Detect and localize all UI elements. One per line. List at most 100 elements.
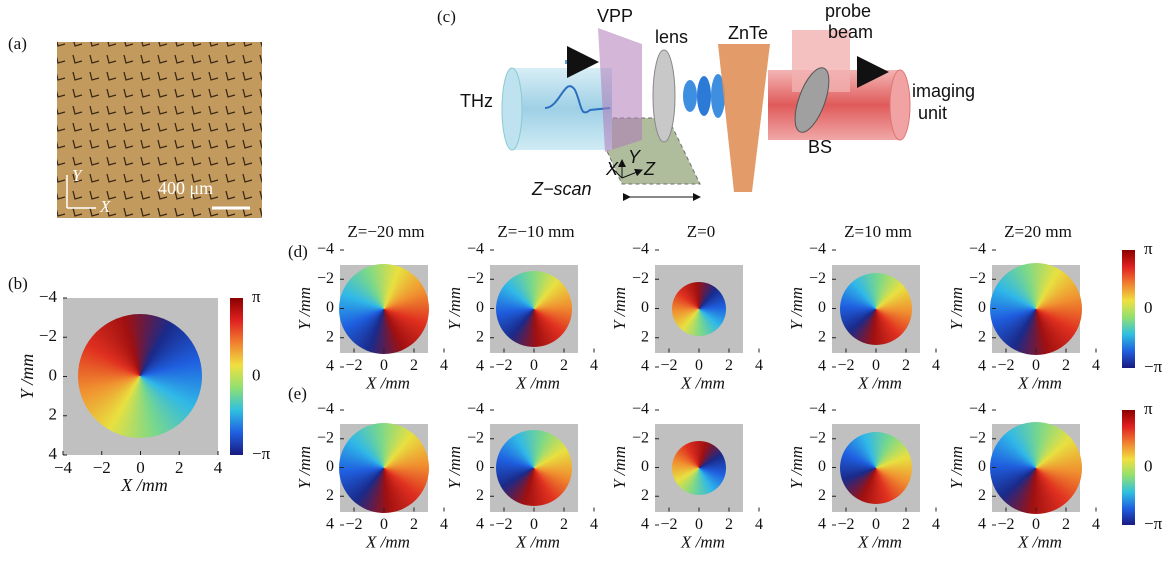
y-tick-label: 0	[978, 458, 986, 475]
diagram-label: lens	[655, 27, 688, 47]
x-tick-label: 4	[1092, 516, 1100, 533]
x-tick-label: 4	[440, 357, 448, 374]
y-tick-label: 4	[978, 516, 986, 533]
x-tick-label: 2	[902, 357, 910, 374]
x-tick-label: 0	[695, 516, 703, 533]
diagram-label: probe	[825, 1, 871, 21]
y-tick-label: 0	[818, 299, 826, 316]
diagram-label: BS	[808, 137, 832, 157]
annotations: (a) Y X 400 μm (b) (d) (e) (c) THz VPP l…	[0, 0, 1172, 567]
map-title: Z=0	[687, 222, 715, 241]
y-tick-label: −4	[809, 241, 826, 258]
y-tick-label: −4	[317, 401, 334, 418]
y-tick-label: 4	[978, 358, 986, 375]
x-tick-label: −2	[495, 516, 512, 533]
y-tick-label: −2	[632, 429, 649, 446]
y-tick-label: 2	[641, 328, 649, 345]
x-axis-label: X /mm	[857, 532, 902, 551]
x-tick-label: 2	[410, 516, 418, 533]
x-tick-label: −2	[345, 357, 362, 374]
y-axis-label: Y /mm	[295, 446, 314, 489]
x-tick-label: −2	[837, 516, 854, 533]
y-tick-label: −2	[467, 429, 484, 446]
y-tick-label: −4	[969, 401, 986, 418]
colorbar-label: π	[252, 287, 261, 306]
x-axis-label: X /mm	[1017, 532, 1062, 551]
y-axis-label: Y /mm	[787, 446, 806, 489]
y-tick-label: −4	[467, 401, 484, 418]
y-tick-label: −2	[317, 429, 334, 446]
y-axis-label: Y /mm	[610, 446, 629, 489]
panel-label: (c)	[437, 7, 456, 26]
y-tick-label: 4	[818, 516, 826, 533]
x-tick-label: 2	[1062, 357, 1070, 374]
y-tick-label: −4	[632, 401, 649, 418]
map-title: Z=20 mm	[1004, 222, 1072, 241]
diagram-label: Z	[643, 159, 656, 179]
x-tick-label: 0	[380, 357, 388, 374]
x-tick-label: 0	[136, 458, 145, 477]
axis-label: X	[99, 197, 111, 216]
x-tick-label: 4	[932, 357, 940, 374]
x-axis-label: X /mm	[120, 475, 168, 495]
y-tick-label: 0	[326, 458, 334, 475]
map-title: Z=−20 mm	[347, 222, 424, 241]
diagram-label: ZnTe	[728, 23, 768, 43]
x-tick-label: −2	[495, 357, 512, 374]
y-tick-label: 4	[476, 358, 484, 375]
y-axis-label: Y /mm	[947, 446, 966, 489]
setup-diagram	[502, 28, 910, 197]
colorbar-label: π	[1144, 399, 1153, 418]
x-tick-label: −2	[345, 516, 362, 533]
x-tick-label: −2	[93, 458, 111, 477]
axis-label: Y	[72, 166, 83, 185]
x-tick-label: −2	[660, 516, 677, 533]
x-axis-label: X /mm	[680, 373, 725, 392]
y-tick-label: 2	[326, 328, 334, 345]
diagram-label: beam	[828, 22, 873, 42]
diagram-label: X	[605, 159, 619, 179]
x-tick-label: 2	[560, 357, 568, 374]
y-tick-label: 0	[476, 299, 484, 316]
x-tick-label: 4	[214, 458, 223, 477]
y-tick-label: 2	[978, 328, 986, 345]
y-tick-label: 2	[818, 487, 826, 504]
y-axis-label: Y /mm	[610, 287, 629, 330]
x-tick-label: 0	[872, 357, 880, 374]
diagram-label: unit	[918, 103, 947, 123]
x-tick-label: 2	[1062, 516, 1070, 533]
y-tick-label: 0	[641, 458, 649, 475]
colorbar-label: π	[1144, 239, 1153, 258]
colorbar-label: 0	[252, 365, 261, 384]
y-tick-label: −2	[317, 270, 334, 287]
diagram-label: THz	[460, 91, 493, 111]
y-tick-label: 0	[641, 299, 649, 316]
x-axis-label: X /mm	[365, 532, 410, 551]
map-title: Z=10 mm	[844, 222, 912, 241]
y-tick-label: 2	[476, 487, 484, 504]
colorbar-label: −π	[1144, 357, 1163, 376]
y-axis-label: Y /mm	[445, 446, 464, 489]
x-tick-label: 0	[695, 357, 703, 374]
x-tick-label: 4	[590, 516, 598, 533]
diagram-label: imaging	[912, 81, 975, 101]
y-tick-label: 4	[818, 358, 826, 375]
y-tick-label: −4	[317, 241, 334, 258]
y-tick-label: 4	[326, 358, 334, 375]
colorbar-label: 0	[1144, 456, 1153, 475]
panel-label: (b)	[8, 274, 28, 293]
x-tick-label: 0	[530, 516, 538, 533]
y-tick-label: 2	[818, 328, 826, 345]
panel-label: (e)	[288, 384, 307, 403]
y-tick-label: 2	[476, 328, 484, 345]
x-tick-label: 2	[560, 516, 568, 533]
x-tick-label: 2	[175, 458, 184, 477]
panel-label: (a)	[8, 34, 27, 53]
y-tick-label: −4	[809, 401, 826, 418]
y-tick-label: 0	[978, 299, 986, 316]
figure: (a) Y X 400 μm (b) (d) (e) (c) THz VPP l…	[0, 0, 1172, 567]
x-tick-label: −4	[54, 458, 73, 477]
x-tick-label: 0	[1032, 357, 1040, 374]
x-tick-label: 4	[755, 516, 763, 533]
y-axis-label: Y /mm	[17, 354, 37, 400]
